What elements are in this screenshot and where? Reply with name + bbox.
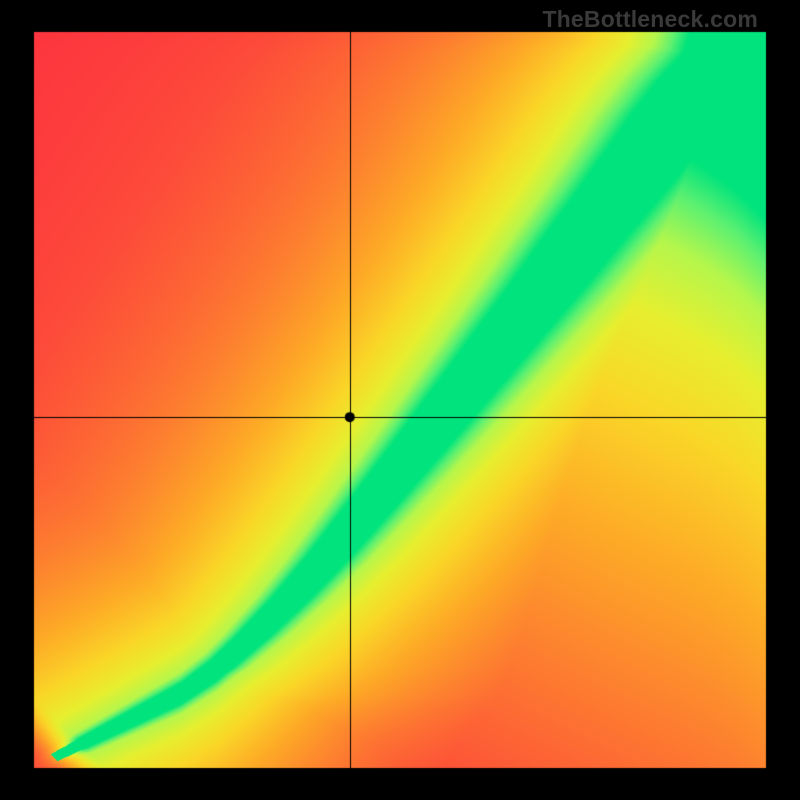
- bottleneck-heatmap: [0, 0, 800, 800]
- watermark-text: TheBottleneck.com: [542, 6, 758, 33]
- chart-container: TheBottleneck.com: [0, 0, 800, 800]
